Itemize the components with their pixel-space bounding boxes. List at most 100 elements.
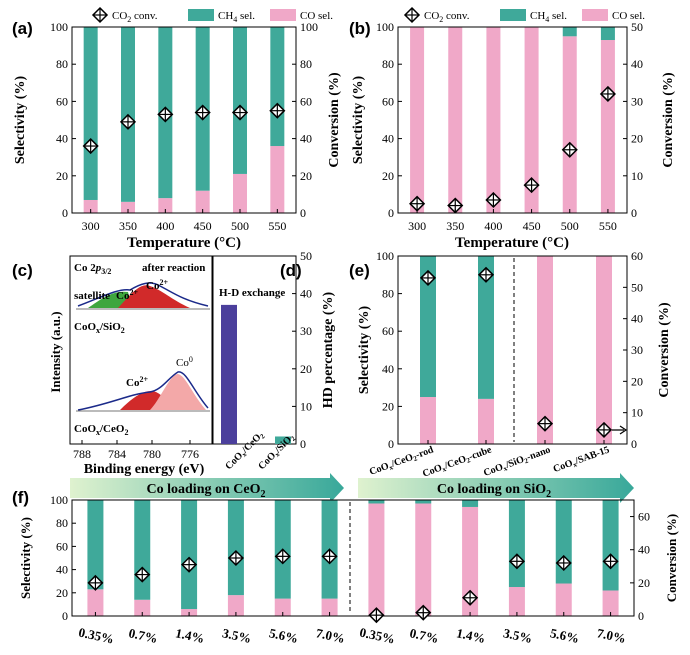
panel-label-f: (f) bbox=[12, 488, 29, 507]
legend-co-swatch bbox=[270, 9, 296, 21]
bar-co-2 bbox=[158, 198, 173, 213]
xtick-c: 780 bbox=[143, 447, 161, 461]
ytick: 60 bbox=[382, 94, 394, 108]
y2tick: 0 bbox=[638, 609, 644, 623]
legend-ch4-swatch bbox=[188, 9, 214, 21]
conv-marker-0 bbox=[87, 574, 104, 591]
ytick: 0 bbox=[62, 609, 68, 623]
sample-sio2: CoOx/SiO2 bbox=[74, 321, 125, 335]
ytick-d: 30 bbox=[300, 324, 312, 338]
annot-co0: Co0 bbox=[176, 355, 193, 369]
legend-conv-marker bbox=[91, 6, 109, 24]
y2tick: 60 bbox=[300, 94, 312, 108]
ytick-d: 10 bbox=[300, 399, 312, 413]
legend-ch4-swatch bbox=[500, 9, 526, 21]
sample-ceo2: CoOx/CeO2 bbox=[74, 423, 128, 437]
peak-co2-top bbox=[118, 285, 190, 308]
bar-co-1 bbox=[134, 599, 151, 616]
xlabel-c: Binding energy (eV) bbox=[84, 462, 205, 477]
conv-marker-1 bbox=[119, 113, 137, 130]
bar-co-0 bbox=[420, 397, 436, 444]
ytick: 0 bbox=[388, 437, 394, 451]
bar-ch4-5 bbox=[600, 27, 615, 41]
bar-co-0 bbox=[410, 27, 425, 213]
y2label-f: Conversion (%) bbox=[664, 514, 679, 602]
y2tick: 50 bbox=[631, 280, 643, 294]
conv-marker-3 bbox=[227, 549, 244, 567]
ylabel-b: Selectivity (%) bbox=[351, 76, 366, 165]
bar-co-10 bbox=[555, 583, 572, 616]
panel-label-a: (a) bbox=[12, 19, 33, 38]
xtick-b: 400 bbox=[484, 219, 502, 233]
y2tick: 0 bbox=[300, 206, 306, 220]
conv-marker-4 bbox=[561, 141, 578, 158]
ytick: 100 bbox=[376, 249, 394, 263]
bar-co-5 bbox=[321, 598, 338, 616]
xtick-f-9: 3.5% bbox=[502, 625, 534, 646]
panel-e: 0 20 40 60 80 100 0 10 20 30 40 50 60 bbox=[376, 249, 643, 451]
xtick-f-4: 5.6% bbox=[268, 625, 300, 646]
ytick: 60 bbox=[382, 324, 394, 338]
legend-co-swatch bbox=[582, 9, 608, 21]
y2tick: 20 bbox=[300, 169, 312, 183]
y2tick: 10 bbox=[631, 406, 643, 420]
bar-ch4-8 bbox=[462, 500, 479, 507]
xps-title: Co 2p3/2 bbox=[74, 262, 111, 276]
bar-ch4-2 bbox=[181, 500, 198, 610]
ytick: 100 bbox=[376, 20, 394, 34]
ytick: 60 bbox=[56, 94, 68, 108]
xtick-b: 500 bbox=[561, 219, 579, 233]
legend-co: CO sel. bbox=[612, 10, 645, 22]
ylabel-f: Selectivity (%) bbox=[18, 517, 33, 599]
xlabel-a: Temperature (°C) bbox=[127, 235, 241, 251]
spectrum-top bbox=[77, 282, 209, 307]
peak-satellite bbox=[88, 291, 132, 308]
conv-marker-9 bbox=[508, 553, 525, 570]
bar-co-2 bbox=[486, 27, 501, 213]
plot-frame bbox=[71, 499, 635, 617]
xtick-a: 400 bbox=[156, 219, 174, 233]
panel-label-c: (c) bbox=[12, 261, 33, 280]
plot-frame bbox=[397, 26, 628, 214]
bar-ch4-5 bbox=[270, 27, 285, 147]
ytick: 60 bbox=[56, 539, 68, 553]
ylabel-a: Selectivity (%) bbox=[13, 76, 28, 165]
banner-sio2 bbox=[358, 473, 634, 503]
panel-label-d: (d) bbox=[280, 261, 302, 280]
banners-f: Co loading on CeO2 Co loading on SiO2 bbox=[70, 473, 634, 503]
y2tick: 40 bbox=[300, 132, 312, 146]
conv-marker-4 bbox=[274, 548, 291, 565]
annot-co2-top: Co2+ bbox=[146, 278, 168, 292]
conv-marker-10 bbox=[555, 554, 572, 572]
xtick-f-11: 7.0% bbox=[596, 625, 628, 646]
ytick: 20 bbox=[56, 169, 68, 183]
ytick: 0 bbox=[62, 206, 68, 220]
conv-marker-0 bbox=[82, 137, 99, 155]
ytick-d: 0 bbox=[300, 437, 306, 451]
y2tick: 60 bbox=[631, 249, 643, 263]
xtick-a: 450 bbox=[194, 219, 212, 233]
conv-marker-0 bbox=[409, 195, 426, 212]
bar-ch4-0 bbox=[87, 500, 104, 590]
bar-ch4-1 bbox=[478, 256, 494, 399]
bar-co-3 bbox=[227, 595, 244, 616]
banner-sio2-label: Co loading on SiO2 bbox=[437, 482, 551, 500]
xtick-f-3: 3.5% bbox=[221, 625, 253, 646]
annot-satellite: satellite bbox=[74, 290, 110, 302]
y2tick: 40 bbox=[638, 543, 650, 557]
xtick-f-2: 1.4% bbox=[174, 625, 206, 646]
xtick-f-6: 0.35% bbox=[358, 625, 396, 647]
banner-ceo2 bbox=[70, 473, 344, 503]
bar-co-8 bbox=[462, 506, 479, 616]
xtick-f-5: 7.0% bbox=[315, 625, 347, 646]
ytick: 80 bbox=[382, 57, 394, 71]
legend: CO2 conv. CH4 sel. CO sel. bbox=[91, 6, 333, 24]
ytick: 40 bbox=[56, 132, 68, 146]
ylabel-e: Selectivity (%) bbox=[357, 306, 372, 395]
bar-co-1 bbox=[448, 27, 463, 213]
xtick-c: 776 bbox=[181, 447, 199, 461]
y2tick: 0 bbox=[631, 437, 637, 451]
bar-ch4-0 bbox=[83, 27, 98, 200]
bar-co-4 bbox=[274, 598, 291, 616]
conv-marker-8 bbox=[462, 589, 479, 606]
